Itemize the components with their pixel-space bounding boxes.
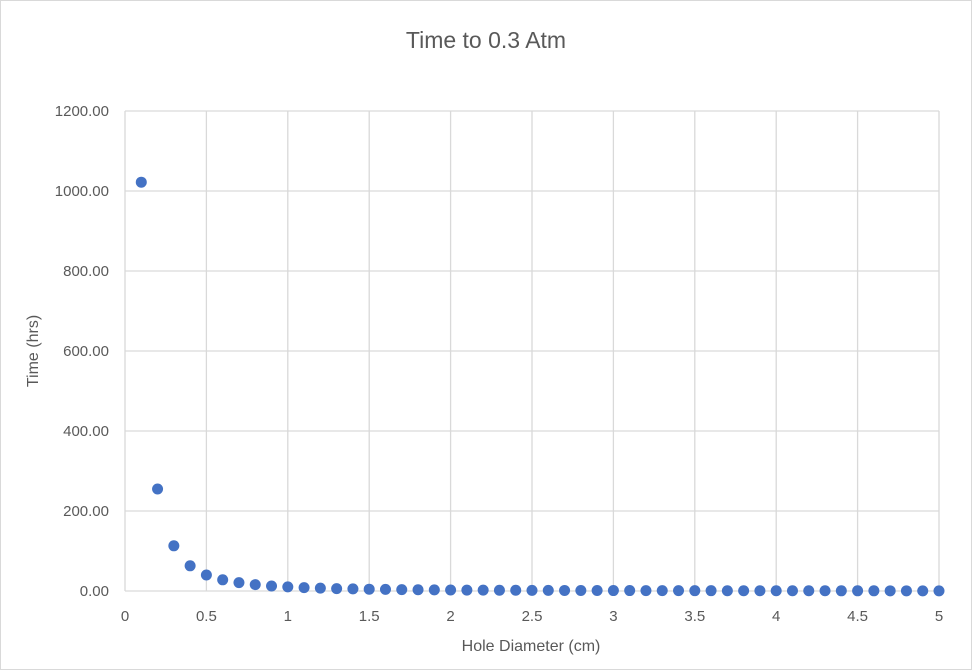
- y-tick-label: 1200.00: [55, 103, 109, 120]
- data-point: [673, 585, 685, 597]
- data-point: [526, 584, 538, 596]
- data-point: [412, 584, 424, 596]
- x-tick-label: 3: [609, 608, 617, 625]
- data-point: [428, 584, 440, 596]
- data-point: [363, 583, 375, 595]
- data-point: [559, 584, 571, 596]
- data-point: [135, 176, 147, 188]
- x-axis-ticks: 0 0.5 1 1.5 2 2.5 3 3.5 4 4.5 5: [121, 608, 943, 625]
- data-point: [819, 585, 831, 597]
- y-tick-label: 1000.00: [55, 183, 109, 200]
- data-point: [217, 574, 229, 586]
- x-axis-title: Hole Diameter (cm): [462, 638, 601, 655]
- y-tick-label: 400.00: [63, 423, 109, 440]
- data-point: [705, 585, 717, 597]
- gridlines: [124, 110, 940, 592]
- x-tick-label: 4.5: [847, 608, 868, 625]
- data-point: [493, 584, 505, 596]
- data-point: [770, 585, 782, 597]
- data-point: [835, 585, 847, 597]
- x-tick-label: 2: [446, 608, 454, 625]
- data-point: [721, 585, 733, 597]
- data-point: [445, 584, 457, 596]
- y-tick-label: 0.00: [80, 583, 109, 600]
- data-point: [477, 584, 489, 596]
- data-point: [591, 585, 603, 597]
- data-point: [282, 581, 294, 593]
- data-point: [184, 560, 196, 572]
- data-point: [852, 585, 864, 597]
- data-point: [754, 585, 766, 597]
- chart-title: Time to 0.3 Atm: [406, 27, 566, 53]
- data-point: [461, 584, 473, 596]
- data-point: [542, 584, 554, 596]
- data-point: [738, 585, 750, 597]
- data-point: [624, 585, 636, 597]
- data-point: [656, 585, 668, 597]
- data-point: [249, 579, 261, 591]
- y-tick-label: 600.00: [63, 343, 109, 360]
- x-tick-label: 3.5: [684, 608, 705, 625]
- data-point: [640, 585, 652, 597]
- data-point: [900, 585, 912, 597]
- data-point: [917, 585, 929, 597]
- x-tick-label: 2.5: [522, 608, 543, 625]
- data-point: [200, 569, 212, 581]
- y-tick-label: 800.00: [63, 263, 109, 280]
- data-point: [168, 540, 180, 552]
- x-tick-label: 1.5: [359, 608, 380, 625]
- data-point: [510, 584, 522, 596]
- data-point: [396, 584, 408, 596]
- data-point: [233, 577, 245, 589]
- y-axis-ticks: 0.00 200.00 400.00 600.00 800.00 1000.00 1200.…: [55, 103, 109, 600]
- x-tick-label: 1: [284, 608, 292, 625]
- data-point: [266, 580, 278, 592]
- data-point: [347, 583, 359, 595]
- x-tick-label: 4: [772, 608, 780, 625]
- data-points: [135, 176, 945, 597]
- data-point: [884, 585, 896, 597]
- data-point: [607, 585, 619, 597]
- data-point: [689, 585, 701, 597]
- x-tick-label: 5: [935, 608, 943, 625]
- data-point: [786, 585, 798, 597]
- data-point: [298, 582, 310, 594]
- y-axis-title: Time (hrs): [25, 315, 42, 387]
- x-tick-label: 0: [121, 608, 129, 625]
- data-point: [803, 585, 815, 597]
- data-point: [152, 483, 164, 495]
- data-point: [868, 585, 880, 597]
- data-point: [933, 585, 945, 597]
- data-point: [379, 583, 391, 595]
- x-tick-label: 0.5: [196, 608, 217, 625]
- data-point: [575, 584, 587, 596]
- data-point: [331, 583, 343, 595]
- y-tick-label: 200.00: [63, 503, 109, 520]
- data-point: [314, 582, 326, 594]
